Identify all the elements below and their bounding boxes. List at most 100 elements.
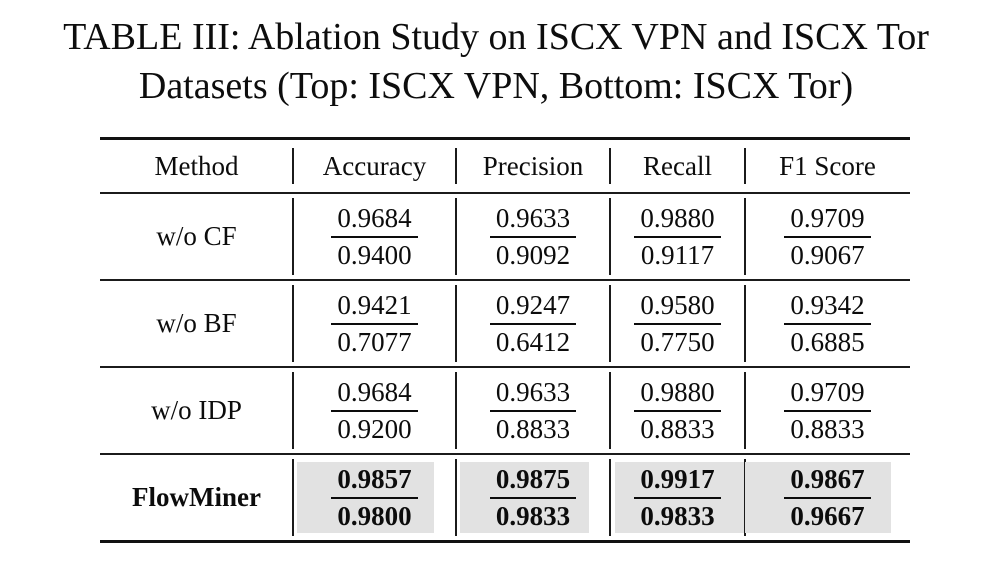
metric-bottom-value: 0.7750 [640, 326, 715, 357]
header-row: Method Accuracy Precision Recall F1 Scor… [100, 140, 910, 192]
fraction-bar [489, 235, 577, 238]
metric-bottom-value: 0.8833 [640, 413, 715, 444]
metric-top-value: 0.9880 [640, 202, 715, 233]
table-row-flowminer: FlowMiner 0.9857 0.9800 0.9875 0.9833 [100, 453, 910, 540]
accuracy-cell: 0.9684 0.9400 [292, 194, 456, 279]
metric-top-value: 0.9247 [495, 289, 571, 320]
method-cell: w/o IDP [100, 368, 293, 453]
column-divider [609, 459, 611, 536]
accuracy-cell: 0.9857 0.9800 [292, 455, 456, 540]
fraction-bar [489, 496, 577, 499]
metric-top-value: 0.9917 [640, 463, 715, 494]
metric-fraction: 0.9880 0.9117 [634, 202, 721, 269]
metric-bottom-value: 0.7077 [337, 326, 412, 357]
method-label: w/o IDP [151, 395, 242, 425]
column-divider [292, 372, 294, 449]
metric-fraction: 0.9857 0.9800 [331, 463, 418, 531]
metric-fraction: 0.9875 0.9833 [489, 463, 577, 531]
fraction-bar [784, 322, 871, 325]
metric-top-value: 0.9875 [495, 463, 571, 494]
metric-top-value: 0.9421 [337, 289, 412, 320]
metric-top-value: 0.9580 [640, 289, 715, 320]
fraction-bar [331, 235, 418, 238]
metric-fraction: 0.9247 0.6412 [489, 289, 577, 356]
fraction-bar [331, 496, 418, 499]
fraction-bar [634, 496, 721, 499]
precision-cell: 0.9633 0.9092 [455, 194, 610, 279]
metric-bottom-value: 0.9067 [790, 239, 865, 270]
f1-cell: 0.9342 0.6885 [744, 281, 910, 366]
metric-bottom-value: 0.9833 [640, 500, 715, 531]
table-caption: TABLE III: Ablation Study on ISCX VPN an… [0, 0, 992, 111]
accuracy-cell: 0.9421 0.7077 [292, 281, 456, 366]
metric-fraction: 0.9880 0.8833 [634, 376, 721, 444]
fraction-bar [784, 409, 871, 412]
column-header-method: Method [154, 150, 239, 181]
column-divider [744, 372, 746, 449]
method-label: w/o CF [156, 221, 237, 251]
metric-top-value: 0.9857 [337, 463, 412, 494]
column-divider [455, 148, 457, 184]
recall-cell: 0.9917 0.9833 [609, 455, 745, 540]
metric-top-value: 0.9342 [790, 289, 865, 320]
column-divider [292, 285, 294, 362]
table-row: w/o BF 0.9421 0.7077 0.9247 0.6412 [100, 279, 910, 366]
precision-cell: 0.9247 0.6412 [455, 281, 610, 366]
metric-bottom-value: 0.8833 [495, 413, 571, 444]
metric-fraction: 0.9917 0.9833 [634, 463, 721, 531]
method-cell: w/o BF [100, 281, 293, 366]
metric-top-value: 0.9684 [337, 202, 412, 233]
column-divider [455, 198, 457, 275]
metric-bottom-value: 0.9200 [337, 413, 412, 444]
column-divider [455, 372, 457, 449]
column-divider [609, 372, 611, 449]
column-divider [292, 459, 294, 536]
precision-cell: 0.9875 0.9833 [455, 455, 610, 540]
fraction-bar [784, 496, 871, 499]
table-row: w/o CF 0.9684 0.9400 0.9633 0.9092 [100, 192, 910, 279]
fraction-bar [489, 322, 577, 325]
recall-cell: 0.9880 0.8833 [609, 368, 745, 453]
metric-fraction: 0.9580 0.7750 [634, 289, 721, 357]
metric-top-value: 0.9880 [640, 376, 715, 407]
fraction-bar [489, 409, 577, 412]
metric-top-value: 0.9633 [495, 202, 571, 233]
metric-top-value: 0.9867 [790, 463, 865, 494]
metric-fraction: 0.9867 0.9667 [784, 463, 871, 531]
f1-cell: 0.9867 0.9667 [744, 455, 910, 540]
fraction-bar [784, 235, 871, 238]
f1-cell: 0.9709 0.9067 [744, 194, 910, 279]
column-divider [292, 198, 294, 275]
column-divider [455, 459, 457, 536]
column-divider [744, 198, 746, 275]
caption-line-2: Datasets (Top: ISCX VPN, Bottom: ISCX To… [138, 65, 854, 107]
recall-cell: 0.9580 0.7750 [609, 281, 745, 366]
column-header-precision: Precision [455, 140, 610, 192]
metric-top-value: 0.9633 [495, 376, 571, 407]
metric-bottom-value: 0.9667 [790, 500, 865, 531]
column-header-recall: Recall [609, 140, 745, 192]
metric-top-value: 0.9709 [790, 376, 865, 407]
column-divider [744, 148, 746, 184]
metric-bottom-value: 0.9400 [337, 239, 412, 270]
column-header-accuracy: Accuracy [292, 140, 456, 192]
column-divider [609, 198, 611, 275]
metric-fraction: 0.9684 0.9200 [331, 376, 418, 444]
metric-bottom-value: 0.9092 [495, 239, 571, 270]
fraction-bar [634, 409, 721, 412]
precision-cell: 0.9633 0.8833 [455, 368, 610, 453]
metric-bottom-value: 0.9800 [337, 500, 412, 531]
column-divider [455, 285, 457, 362]
metric-top-value: 0.9684 [337, 376, 412, 407]
method-label: FlowMiner [132, 482, 261, 512]
metric-fraction: 0.9633 0.8833 [489, 376, 577, 444]
metric-fraction: 0.9421 0.7077 [331, 289, 418, 357]
f1-cell: 0.9709 0.8833 [744, 368, 910, 453]
fraction-bar [331, 409, 418, 412]
metric-bottom-value: 0.6885 [790, 326, 865, 357]
method-cell: FlowMiner [100, 455, 293, 540]
metric-bottom-value: 0.9833 [495, 500, 571, 531]
metric-bottom-value: 0.8833 [790, 413, 865, 444]
method-cell: w/o CF [100, 194, 293, 279]
